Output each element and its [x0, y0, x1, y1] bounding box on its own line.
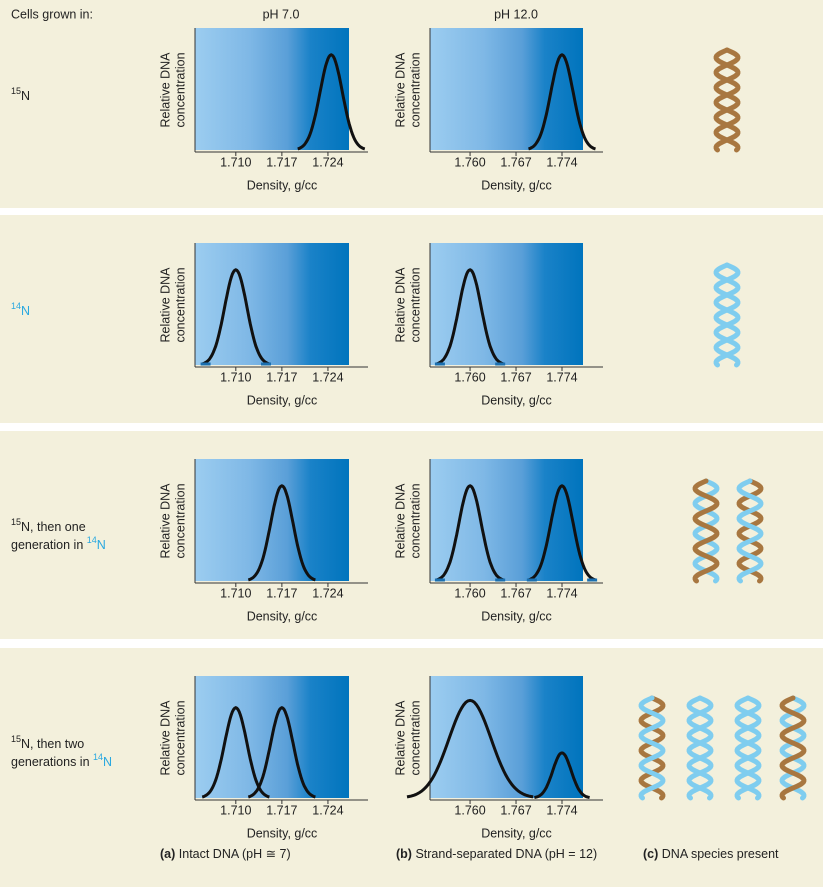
gel-gradient	[195, 243, 349, 365]
x-tick-label: 1.767	[500, 155, 531, 169]
label-part: 15	[11, 517, 21, 527]
x-axis-label: Density, g/cc	[481, 178, 552, 192]
x-tick-label: 1.724	[312, 155, 343, 169]
caption: (b) Strand-separated DNA (pH = 12)	[396, 847, 597, 861]
x-tick-label: 1.710	[220, 586, 251, 600]
caption-text: Strand-separated DNA (pH = 12)	[415, 847, 597, 861]
y-axis-label: Relative DNA	[158, 52, 172, 128]
caption-text: Intact DNA (pH ≅ 7)	[179, 847, 291, 861]
x-tick-label: 1.724	[312, 370, 343, 384]
gel-gradient	[430, 28, 583, 150]
label-part: N	[97, 538, 106, 552]
y-axis-label: concentration	[173, 700, 187, 775]
label-part: N	[103, 755, 112, 769]
y-axis-label: concentration	[173, 52, 187, 127]
x-tick-label: 1.760	[454, 370, 485, 384]
x-tick-label: 1.717	[266, 155, 297, 169]
x-axis-label: Density, g/cc	[247, 826, 318, 840]
label-part: N	[21, 304, 30, 318]
y-axis-label: concentration	[408, 483, 422, 558]
label-part: generation in	[11, 538, 87, 552]
y-axis-label: concentration	[173, 267, 187, 342]
x-tick-label: 1.717	[266, 586, 297, 600]
y-axis-label: concentration	[173, 483, 187, 558]
caption: (a) Intact DNA (pH ≅ 7)	[160, 847, 291, 861]
x-axis-label: Density, g/cc	[481, 609, 552, 623]
gel-gradient	[430, 243, 583, 365]
x-axis-label: Density, g/cc	[247, 393, 318, 407]
x-tick-label: 1.774	[546, 155, 577, 169]
x-tick-label: 1.760	[454, 155, 485, 169]
ph-header: pH 7.0	[263, 7, 300, 21]
caption-letter: (a)	[160, 847, 175, 861]
label-part: N, then two	[21, 737, 84, 751]
ph-header: pH 12.0	[494, 7, 538, 21]
x-axis-label: Density, g/cc	[247, 178, 318, 192]
x-tick-label: 1.774	[546, 586, 577, 600]
x-tick-label: 1.767	[500, 370, 531, 384]
x-tick-label: 1.760	[454, 803, 485, 817]
caption: (c) DNA species present	[643, 847, 779, 861]
label-part: N	[21, 89, 30, 103]
x-axis-label: Density, g/cc	[481, 393, 552, 407]
y-axis-label: Relative DNA	[393, 52, 407, 128]
caption-text: DNA species present	[662, 847, 779, 861]
y-axis-label: Relative DNA	[393, 267, 407, 343]
label-part: N, then one	[21, 520, 86, 534]
y-axis-label: Relative DNA	[158, 483, 172, 559]
gel-gradient	[430, 676, 583, 798]
cells-label: Cells grown in:	[11, 7, 93, 21]
label-part: 15	[11, 734, 21, 744]
y-axis-label: Relative DNA	[393, 700, 407, 776]
y-axis-label: Relative DNA	[393, 483, 407, 559]
row-label: 15N, then two	[11, 734, 84, 751]
y-axis-label: concentration	[408, 700, 422, 775]
x-axis-label: Density, g/cc	[481, 826, 552, 840]
y-axis-label: Relative DNA	[158, 267, 172, 343]
x-tick-label: 1.760	[454, 586, 485, 600]
row-label: 15N, then one	[11, 517, 86, 534]
y-axis-label: concentration	[408, 52, 422, 127]
label-part: 15	[11, 86, 21, 96]
caption-letter: (b)	[396, 847, 412, 861]
label-part: 14	[87, 535, 97, 545]
label-part: generations in	[11, 755, 93, 769]
y-axis-label: concentration	[408, 267, 422, 342]
x-tick-label: 1.717	[266, 803, 297, 817]
x-tick-label: 1.767	[500, 586, 531, 600]
label-part: 14	[11, 301, 21, 311]
gel-gradient	[195, 28, 349, 150]
x-tick-label: 1.710	[220, 155, 251, 169]
caption-letter: (c)	[643, 847, 658, 861]
x-tick-label: 1.774	[546, 803, 577, 817]
x-tick-label: 1.724	[312, 586, 343, 600]
gel-gradient	[430, 459, 583, 581]
x-tick-label: 1.710	[220, 370, 251, 384]
x-tick-label: 1.774	[546, 370, 577, 384]
x-tick-label: 1.710	[220, 803, 251, 817]
x-tick-label: 1.724	[312, 803, 343, 817]
x-tick-label: 1.717	[266, 370, 297, 384]
label-part: 14	[93, 752, 103, 762]
x-tick-label: 1.767	[500, 803, 531, 817]
x-axis-label: Density, g/cc	[247, 609, 318, 623]
y-axis-label: Relative DNA	[158, 700, 172, 776]
